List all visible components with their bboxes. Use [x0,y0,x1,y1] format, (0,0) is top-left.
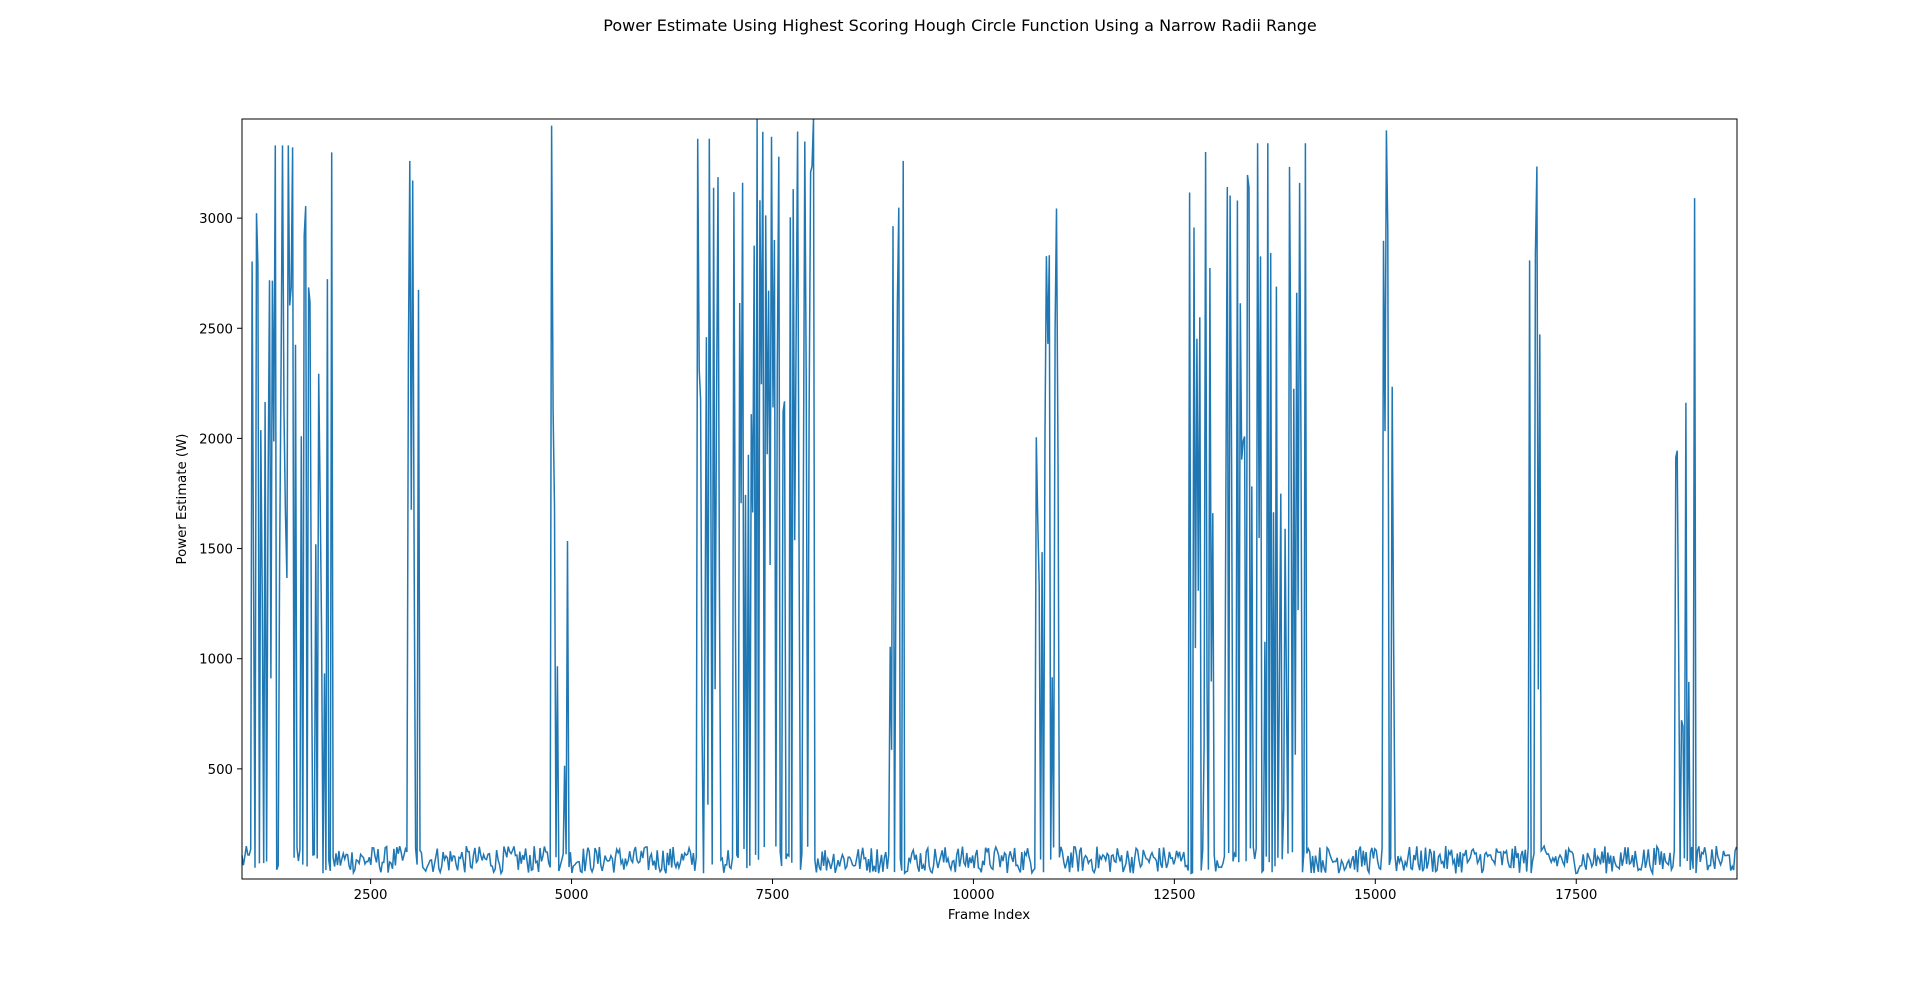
chart-title: Power Estimate Using Highest Scoring Hou… [603,16,1317,35]
y-tick-label: 1000 [199,653,233,668]
y-tick-label: 1500 [199,543,233,558]
x-tick-label: 2500 [354,888,388,903]
axes-frame [241,118,1738,880]
x-tick-label: 17500 [1555,888,1597,903]
x-tick-label: 12500 [1153,888,1195,903]
y-tick-label: 2000 [199,432,233,447]
y-tick-label: 500 [208,763,233,778]
x-tick-label: 5000 [555,888,589,903]
y-axis-label: Power Estimate (W) [175,434,190,565]
y-tick-label: 2500 [199,322,233,337]
x-axis: 2500 5000 7500 10000 12500 15000 17500 [354,879,1597,903]
series-line [241,118,1738,877]
x-axis-label: Frame Index [948,908,1030,923]
plot-area [241,118,1738,877]
y-axis: 500 1000 1500 2000 2500 3000 [199,212,242,778]
x-tick-label: 10000 [952,888,994,903]
y-tick-label: 3000 [199,212,233,227]
x-tick-label: 15000 [1354,888,1396,903]
x-tick-label: 7500 [756,888,790,903]
